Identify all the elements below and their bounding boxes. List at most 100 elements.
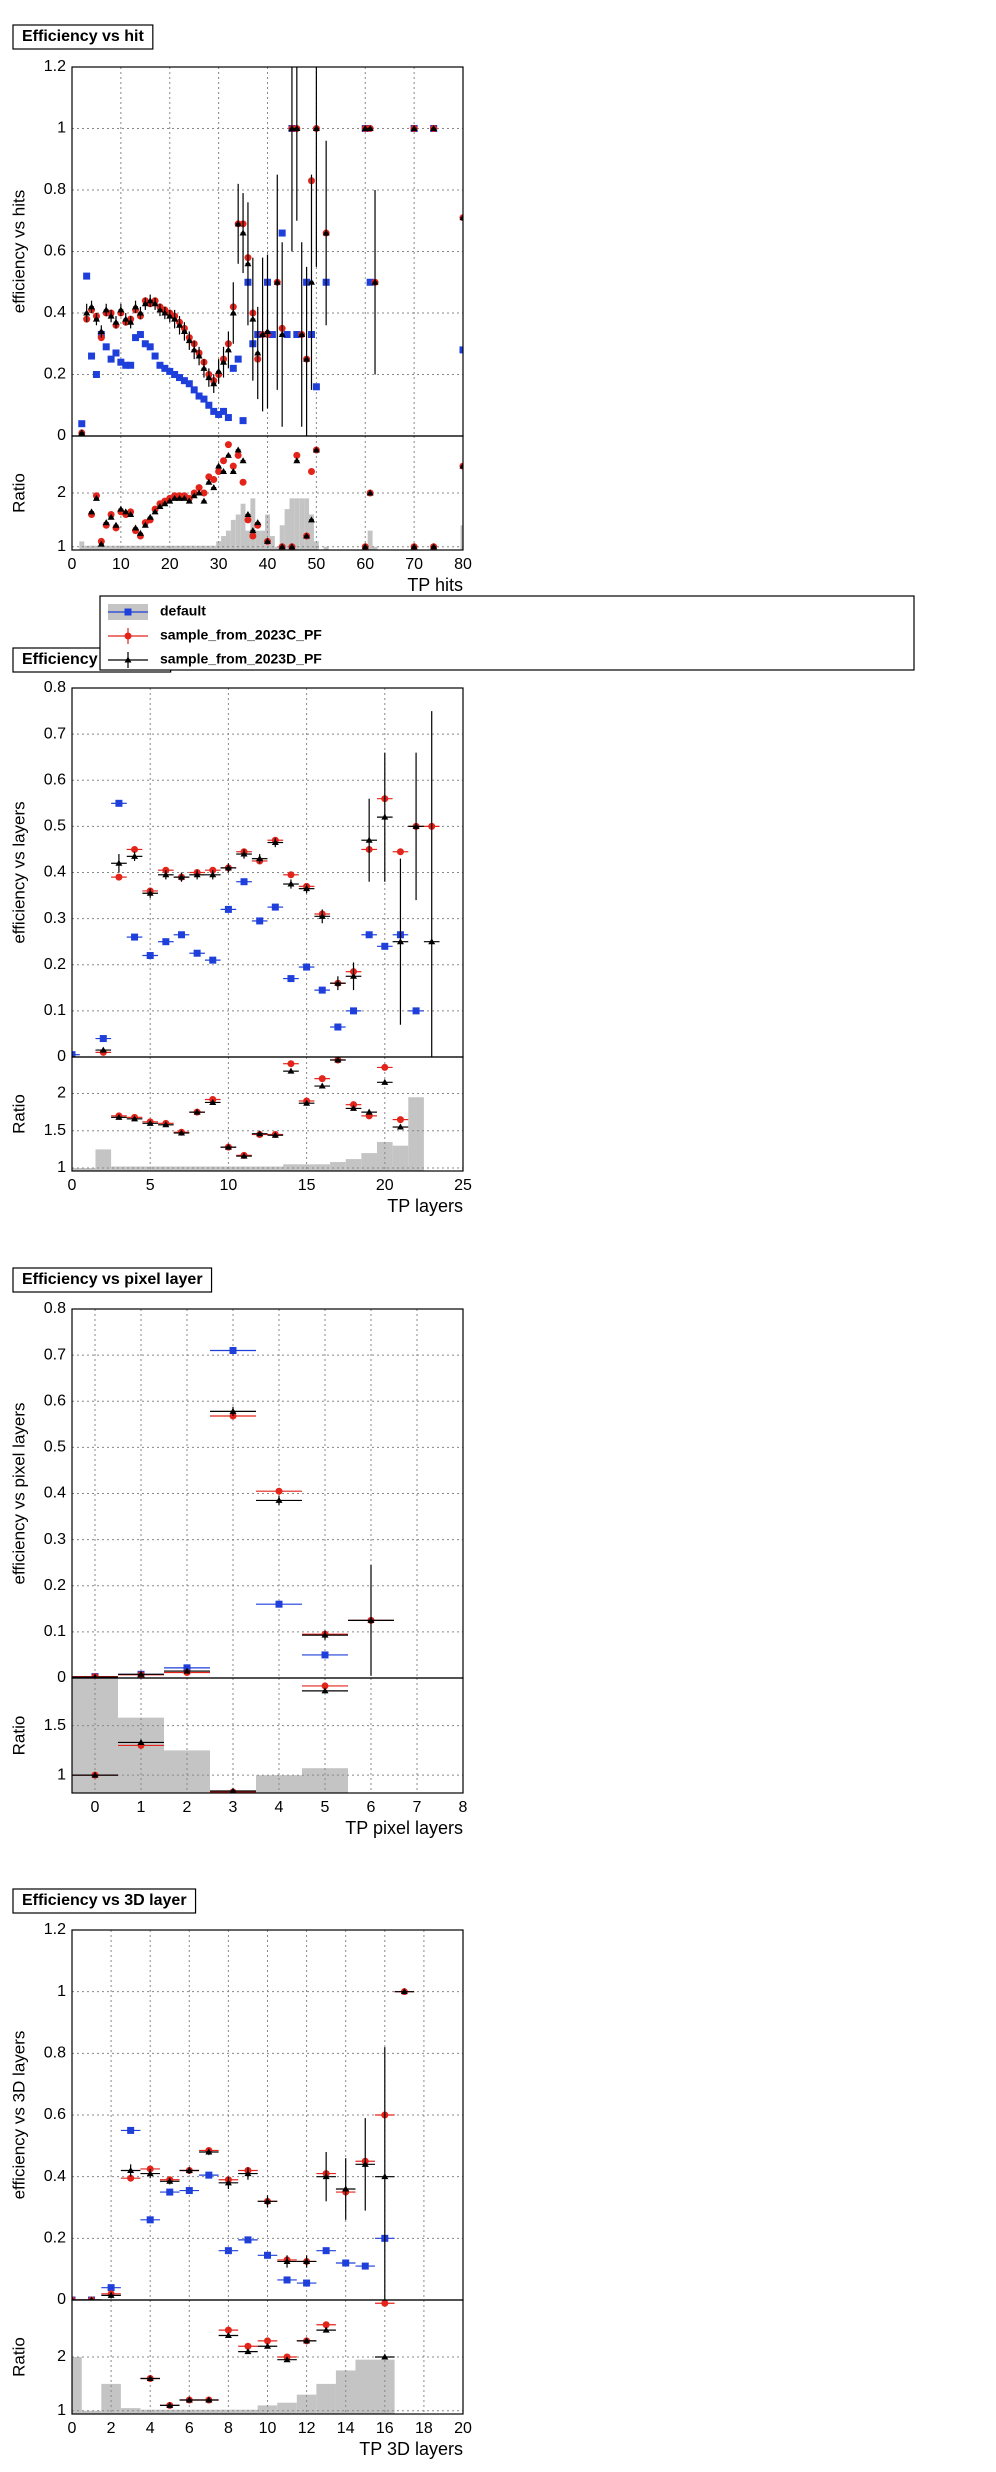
marker-triangle — [249, 315, 257, 322]
marker-triangle — [89, 2296, 94, 2300]
x-tick-label: 2 — [107, 2420, 116, 2437]
marker-triangle — [318, 912, 326, 919]
y-tick-label: 0.3 — [44, 910, 66, 927]
marker-triangle — [136, 309, 144, 316]
y-tick-label: 1 — [57, 120, 66, 137]
marker-triangle — [137, 1738, 145, 1745]
marker-triangle — [146, 297, 154, 304]
marker-square — [132, 334, 140, 342]
marker-square — [83, 272, 91, 280]
y-axis-title: efficiency vs 3D layers — [9, 2031, 28, 2200]
ratio-band — [255, 530, 261, 550]
marker-square — [275, 1600, 283, 1608]
marker-square — [271, 903, 279, 911]
marker-square — [229, 1347, 237, 1355]
marker-circle — [224, 2326, 232, 2334]
y-tick-label: 0.6 — [44, 771, 66, 788]
y-tick-label: 1.2 — [44, 58, 66, 75]
ratio-band — [118, 1717, 164, 1793]
x-tick-label: 10 — [259, 2420, 277, 2437]
ratio-band — [304, 498, 310, 550]
marker-triangle — [117, 306, 125, 313]
marker-triangle — [124, 656, 132, 663]
y-tick-label: 1 — [57, 1159, 66, 1176]
marker-triangle — [146, 889, 154, 896]
ratio-band — [181, 545, 187, 550]
x-tick-label: 14 — [337, 2420, 355, 2437]
marker-triangle — [322, 2326, 330, 2333]
marker-triangle — [367, 1616, 375, 1623]
marker-circle — [275, 1487, 283, 1495]
marker-circle — [307, 467, 315, 475]
marker-triangle — [151, 508, 159, 515]
marker-circle — [244, 2342, 252, 2350]
marker-circle — [249, 532, 257, 540]
marker-triangle — [88, 508, 96, 515]
marker-triangle — [209, 1098, 217, 1105]
legend-label: sample_from_2023D_PF — [160, 651, 322, 667]
marker-triangle — [91, 1771, 99, 1778]
marker-square — [268, 331, 276, 339]
marker-triangle — [136, 529, 144, 536]
ratio-band — [204, 1166, 221, 1171]
marker-square — [334, 1023, 342, 1031]
ratio-band — [128, 545, 134, 550]
marker-triangle — [146, 513, 154, 520]
ratio-band — [230, 519, 236, 550]
marker-triangle — [107, 312, 115, 319]
marker-circle — [131, 845, 139, 853]
ratio-band — [269, 536, 275, 550]
ratio-axis-title: Ratio — [9, 1716, 28, 1756]
marker-triangle — [371, 278, 379, 285]
ratio-band — [72, 1168, 80, 1171]
marker-square — [127, 361, 135, 369]
x-tick-label: 10 — [220, 1177, 238, 1194]
ratio-axis-title: Ratio — [9, 2337, 28, 2377]
marker-square — [185, 380, 193, 388]
ratio-band — [108, 545, 114, 550]
marker-triangle — [459, 462, 463, 469]
marker-triangle — [307, 278, 315, 285]
marker-square — [244, 2236, 252, 2244]
marker-triangle — [115, 1113, 123, 1120]
x-tick-label: 4 — [146, 2420, 155, 2437]
marker-triangle — [361, 543, 369, 550]
marker-circle — [195, 484, 203, 492]
marker-triangle — [190, 492, 198, 499]
ratio-band — [157, 545, 163, 550]
marker-circle — [127, 2174, 135, 2182]
y-tick-label: 0 — [57, 2291, 66, 2308]
marker-triangle — [146, 2375, 154, 2382]
marker-square — [115, 799, 123, 807]
marker-square — [176, 374, 184, 382]
marker-triangle — [224, 1143, 232, 1150]
y-tick-label: 1.2 — [44, 1921, 66, 1938]
ratio-band — [267, 1166, 284, 1171]
x-axis-title: TP 3D layers — [359, 2439, 463, 2459]
x-tick-label: 10 — [112, 556, 130, 573]
ratio-band — [177, 545, 182, 550]
marker-square — [239, 417, 247, 425]
marker-triangle — [205, 2148, 213, 2155]
ratio-band — [279, 525, 285, 550]
marker-triangle — [200, 364, 208, 371]
marker-triangle — [334, 1057, 342, 1063]
marker-triangle — [459, 214, 463, 221]
y-tick-label: 0 — [57, 1048, 66, 1065]
marker-circle — [396, 848, 404, 856]
y-tick-label: 1 — [57, 1766, 66, 1783]
marker-triangle — [141, 521, 149, 528]
ratio-band — [84, 545, 90, 550]
x-tick-label: 3 — [229, 1799, 238, 1816]
ratio-band — [408, 1097, 424, 1171]
marker-triangle — [303, 885, 311, 892]
marker-triangle — [303, 532, 311, 539]
marker-triangle — [210, 380, 218, 387]
marker-square — [220, 407, 228, 415]
marker-triangle — [293, 457, 301, 464]
x-tick-label: 4 — [275, 1799, 284, 1816]
marker-triangle — [271, 1131, 279, 1138]
marker-triangle — [264, 327, 271, 334]
marker-square — [107, 355, 115, 363]
marker-triangle — [229, 1787, 237, 1793]
